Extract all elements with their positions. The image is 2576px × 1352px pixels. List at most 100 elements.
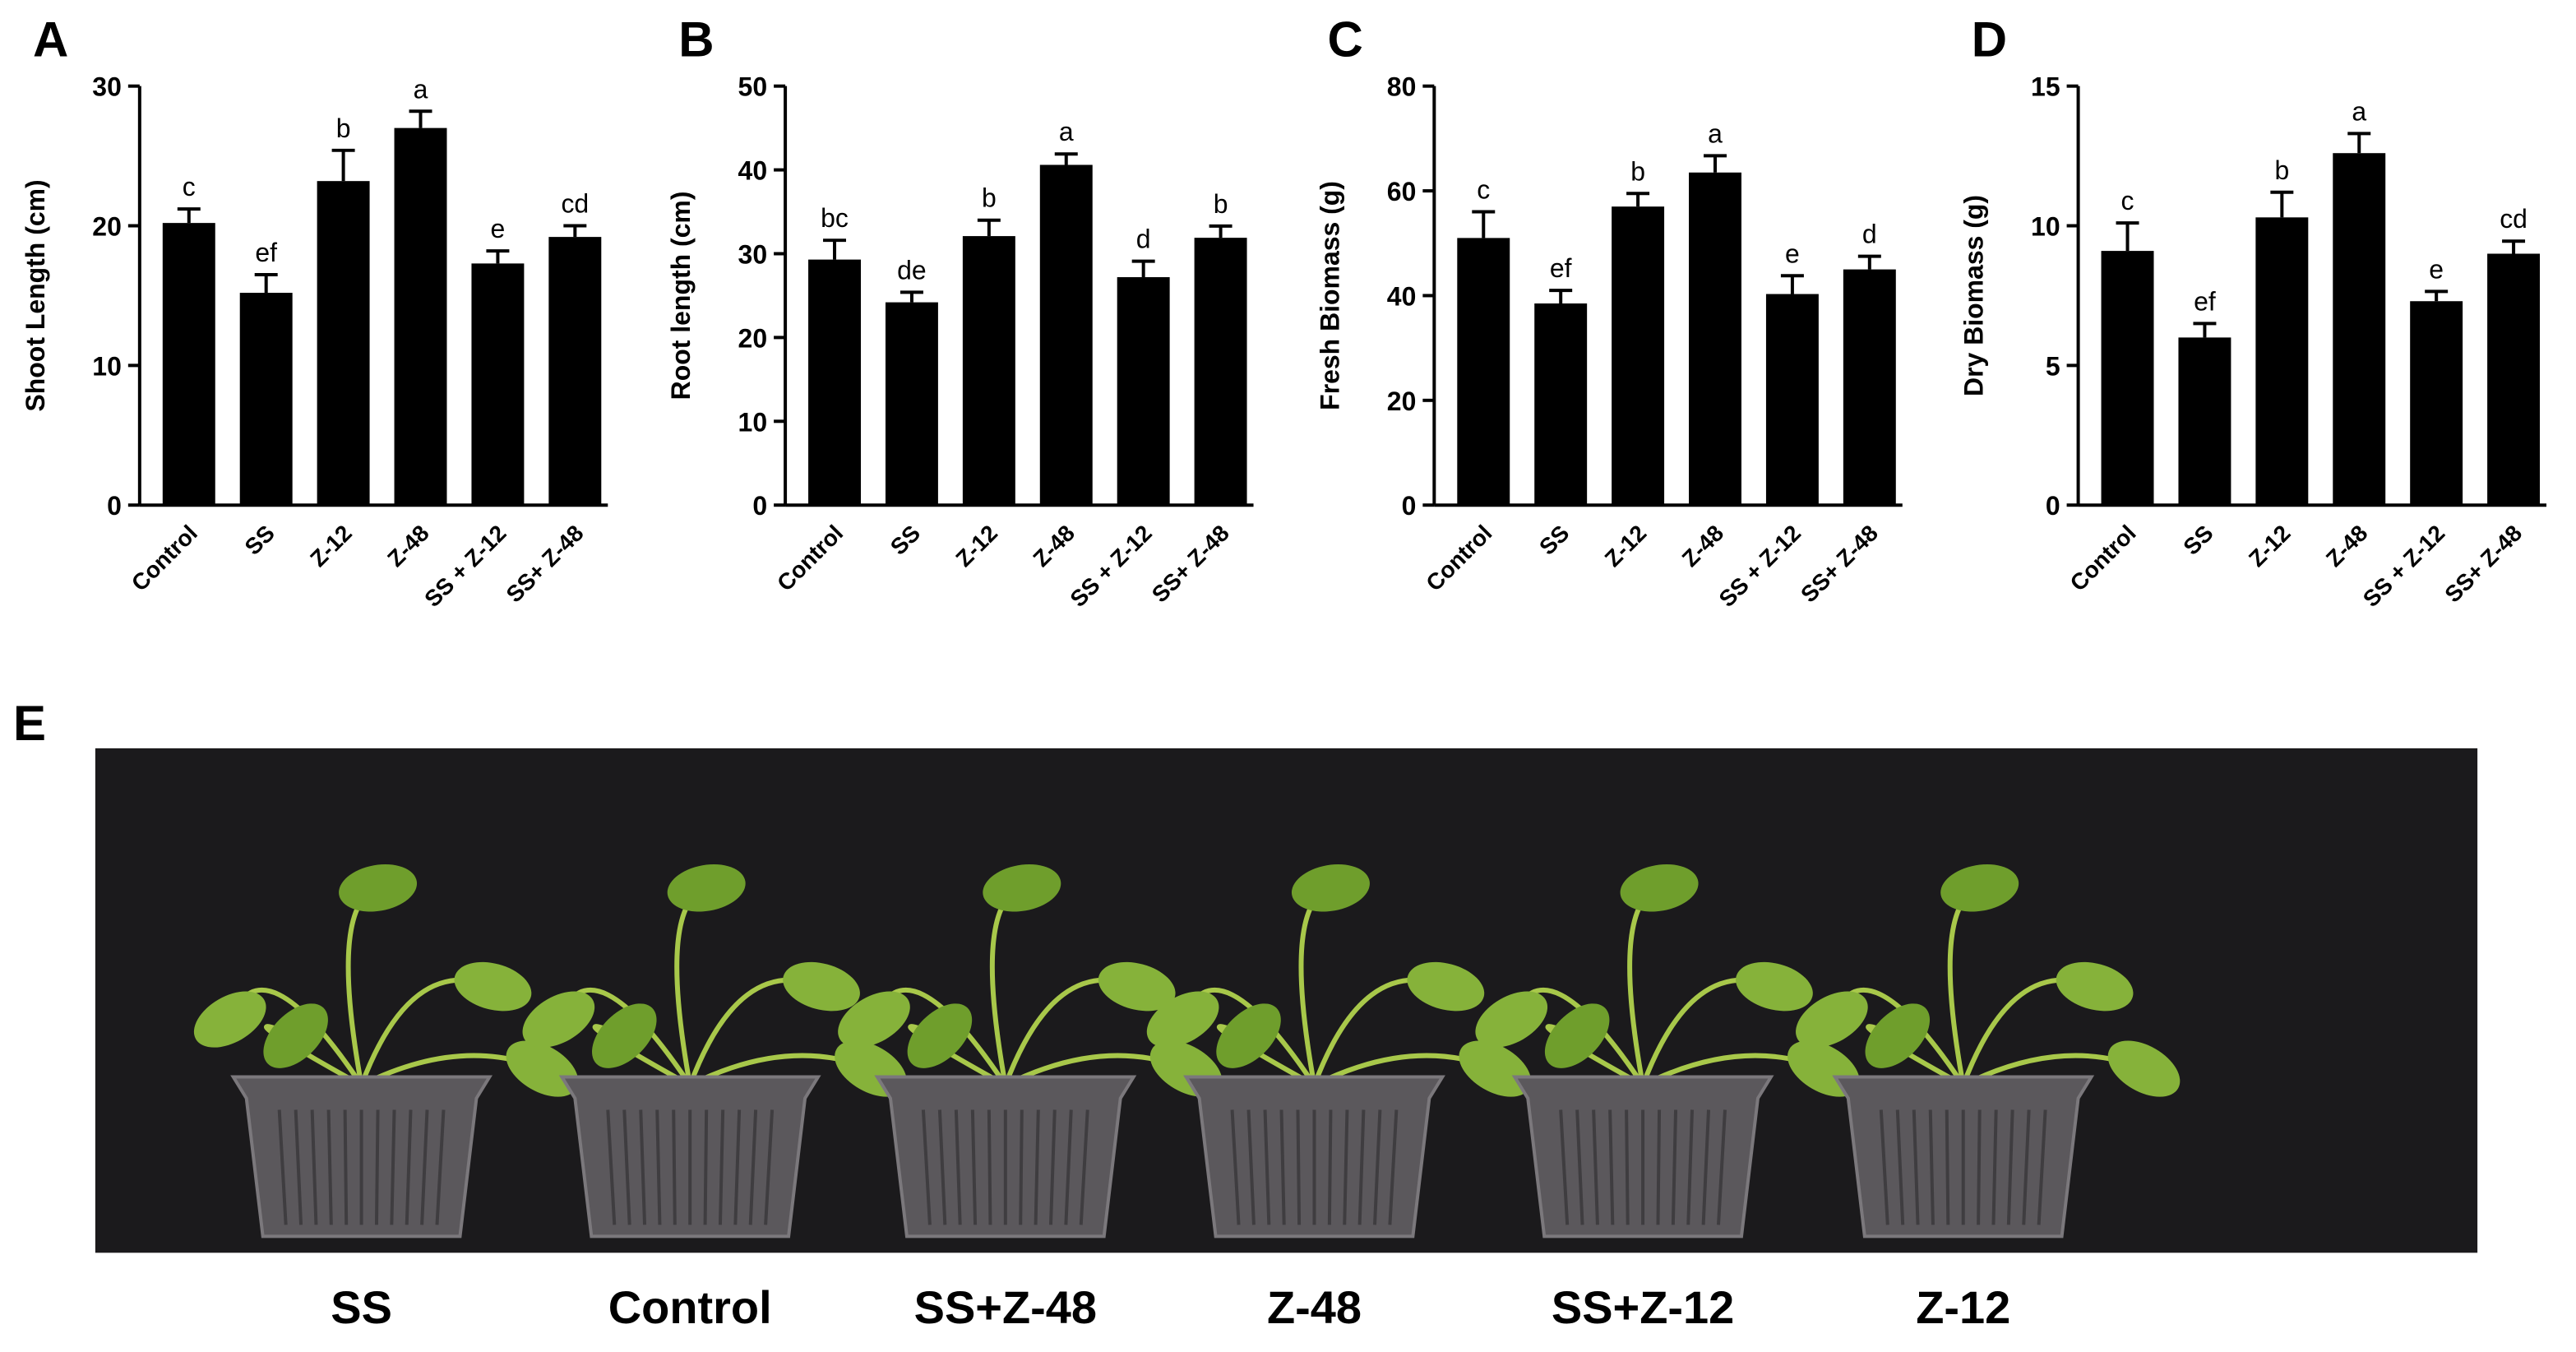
pot-rib: [1034, 1109, 1040, 1225]
pot-rib: [1064, 1109, 1073, 1225]
leaf: [667, 864, 746, 912]
pot-rib: [954, 1109, 962, 1225]
pot-rib: [1343, 1109, 1349, 1225]
annotation: b: [1630, 156, 1645, 186]
y-axis-label: Shoot Length (cm): [21, 179, 50, 411]
x-tick-label: SS: [240, 520, 280, 559]
pot-rib: [390, 1109, 396, 1225]
pot-rib: [2006, 1109, 2014, 1225]
y-tick-label: 10: [2031, 212, 2060, 242]
y-tick-label: 40: [1387, 281, 1417, 311]
leaf: [1544, 1003, 1610, 1068]
pot-rib: [1625, 1109, 1630, 1225]
pot-rib: [1928, 1109, 1935, 1225]
annotation: b: [336, 113, 351, 143]
x-tick-label: SS + Z-12: [1714, 520, 1806, 612]
x-tick-label: Z-48: [382, 520, 434, 572]
pot-rib: [420, 1109, 429, 1225]
panel-letter: A: [33, 12, 68, 67]
pot-rib: [672, 1109, 677, 1225]
pot-rib: [1592, 1109, 1599, 1225]
bar: [394, 127, 447, 506]
annotation: c: [183, 172, 196, 201]
pot-rib: [703, 1109, 709, 1225]
annotation: bc: [821, 203, 849, 233]
photo-label: SS: [331, 1281, 392, 1333]
pot-rib: [1895, 1109, 1905, 1225]
bar: [1534, 303, 1588, 506]
bar: [1457, 238, 1510, 506]
y-tick-label: 10: [738, 407, 768, 437]
photo-label: SS+Z-48: [914, 1281, 1097, 1333]
annotation: cd: [2500, 204, 2527, 234]
annotation: cd: [561, 189, 589, 219]
annotation: d: [1862, 220, 1877, 249]
pot-rib: [1296, 1109, 1302, 1225]
x-tick-label: Control: [127, 520, 202, 595]
plant-pot: [1796, 864, 2181, 1239]
y-tick-label: 20: [1387, 387, 1417, 416]
bar: [2255, 217, 2309, 506]
pot-rib: [2022, 1109, 2031, 1225]
pot-rib: [1991, 1109, 1998, 1225]
pot-rib: [1977, 1109, 1982, 1225]
leaf: [522, 991, 595, 1048]
leaf: [454, 961, 532, 1012]
annotation: e: [1785, 238, 1800, 268]
annotation: c: [1477, 175, 1490, 205]
annotation: a: [1708, 118, 1723, 148]
annotation: a: [2352, 96, 2366, 126]
pot-rib: [435, 1109, 446, 1225]
annotation: a: [414, 74, 428, 104]
pot-rib: [1263, 1109, 1271, 1225]
pot-rib: [1912, 1109, 1920, 1225]
bar: [2487, 253, 2541, 506]
y-tick-label: 0: [752, 491, 767, 521]
y-tick-label: 60: [1387, 177, 1417, 206]
x-tick-label: SS+ Z-48: [502, 520, 589, 607]
pot-rib: [606, 1109, 617, 1225]
annotation: a: [1059, 117, 1074, 146]
pot-rib: [655, 1109, 662, 1225]
pot-rib: [1230, 1109, 1241, 1225]
annotation: b: [982, 183, 997, 213]
bar: [2333, 153, 2386, 506]
bar: [1689, 172, 1741, 506]
x-tick-label: Control: [772, 520, 848, 595]
x-tick-label: Z-48: [2321, 520, 2373, 572]
panel-letter: D: [1972, 12, 2007, 67]
pot-rib: [326, 1109, 333, 1225]
leaf: [838, 991, 910, 1048]
pot-rib: [1671, 1109, 1678, 1225]
y-tick-label: 15: [2031, 72, 2060, 102]
bar: [962, 236, 1015, 506]
bar: [239, 293, 293, 506]
plant-pot: [1146, 864, 1532, 1239]
leaf: [1291, 864, 1370, 912]
pot-rib: [639, 1109, 647, 1225]
leaf: [2056, 961, 2134, 1012]
pot-rib: [1656, 1109, 1662, 1225]
pot-rib: [405, 1109, 413, 1225]
x-tick-label: SS + Z-12: [1065, 520, 1157, 612]
leaf: [1407, 961, 1485, 1012]
y-tick-label: 10: [92, 351, 122, 381]
x-tick-label: Control: [2065, 520, 2141, 595]
pot-rib: [1575, 1109, 1584, 1225]
photo-label: Z-48: [1267, 1281, 1362, 1333]
pot-rib: [1608, 1109, 1615, 1225]
x-tick-label: SS+ Z-48: [2440, 520, 2527, 607]
plant-pot: [522, 864, 907, 1239]
bar: [2178, 337, 2231, 506]
pot-rib: [622, 1109, 631, 1225]
pot-rib: [1879, 1109, 1889, 1225]
y-tick-label: 30: [92, 72, 122, 102]
pot-rib: [277, 1109, 288, 1225]
y-tick-label: 50: [738, 72, 768, 102]
leaf: [1459, 1040, 1532, 1097]
pot-rib: [1079, 1109, 1089, 1225]
y-tick-label: 80: [1387, 72, 1417, 102]
annotation: c: [2121, 186, 2134, 215]
annotation: b: [1214, 189, 1228, 219]
